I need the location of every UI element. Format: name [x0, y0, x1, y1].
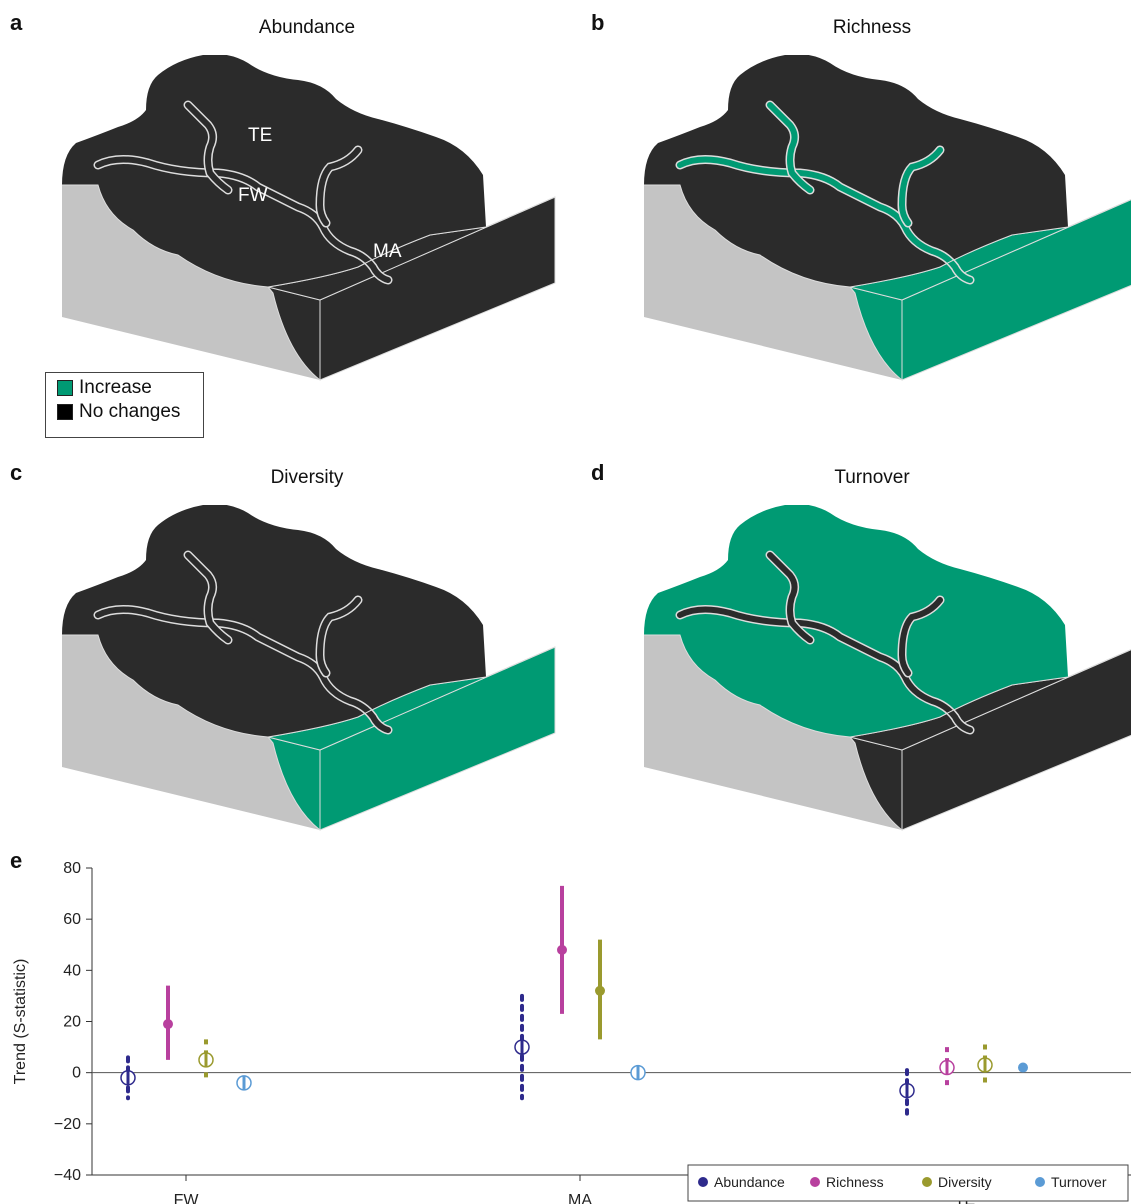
point-richness-fw	[163, 1019, 173, 1030]
landscape-diversity	[62, 505, 556, 832]
legend-no-changes: No changes	[57, 401, 180, 423]
point-turnover-te	[1018, 1062, 1028, 1073]
panel-title-turnover: Turnover	[834, 467, 910, 488]
river-channel-0	[677, 606, 973, 733]
river-channel-1	[185, 102, 231, 193]
x-tick-label-ma: MA	[568, 1192, 592, 1204]
point-richness-ma	[557, 944, 567, 955]
landscape-richness	[644, 55, 1131, 382]
map-label-ma: MA	[373, 241, 402, 262]
y-tick-label: 20	[63, 1014, 81, 1031]
legend-increase-label: Increase	[79, 377, 152, 398]
panel-letter-b: b	[591, 10, 605, 35]
land-surface	[62, 505, 486, 737]
river-channel-2	[316, 147, 361, 226]
cliff-side	[62, 185, 320, 380]
map-legend: Increase No changes	[45, 372, 204, 438]
landscape-abundance: TE FW MA	[62, 55, 556, 382]
map-label-te: TE	[248, 125, 272, 146]
sea-front-face	[266, 736, 321, 832]
legend-no-changes-label: No changes	[79, 401, 181, 422]
chart-legend: Abundance Richness Diversity Turnover	[687, 1164, 1129, 1202]
legend-label-richness: Richness	[826, 1174, 884, 1190]
y-tick-label: −40	[54, 1167, 81, 1184]
y-tick-label: 60	[63, 911, 81, 928]
panel-title-diversity: Diversity	[270, 467, 344, 488]
panel-letter-d: d	[591, 460, 605, 485]
river-channel-1	[767, 102, 813, 193]
panel-letter-c: c	[10, 460, 23, 485]
river-channel-0	[95, 156, 391, 283]
cliff-side	[644, 185, 902, 380]
land-surface	[644, 55, 1068, 287]
sea-front-face	[266, 286, 321, 382]
panel-title-abundance: Abundance	[258, 17, 356, 38]
river-channel-1	[185, 552, 231, 643]
sea-front-face	[848, 736, 903, 832]
river-channel-2	[898, 597, 943, 676]
river-channel-1	[767, 552, 813, 643]
river-channel-2	[316, 597, 361, 676]
cliff-side	[644, 635, 902, 830]
legend-increase: Increase	[57, 377, 152, 399]
land-surface	[62, 55, 486, 287]
panel-title-richness: Richness	[832, 17, 912, 38]
coast-outline	[62, 634, 487, 738]
coast-outline	[62, 184, 487, 288]
y-tick-label: 80	[63, 860, 81, 877]
chart-legend-box	[687, 1164, 1129, 1202]
river-channel-0	[95, 606, 391, 733]
legend-marker-diversity	[922, 1177, 932, 1187]
panel-letter-a: a	[10, 10, 23, 35]
legend-marker-richness	[810, 1177, 820, 1187]
y-axis-label: Trend (S-statistic)	[12, 959, 29, 1085]
legend-marker-abundance	[698, 1177, 708, 1187]
panel-letter-e: e	[10, 848, 23, 873]
coast-outline	[644, 634, 1069, 738]
no-changes-swatch	[57, 404, 73, 420]
y-tick-label: 40	[63, 962, 81, 979]
y-tick-label: −20	[54, 1116, 81, 1133]
legend-label-diversity: Diversity	[938, 1174, 992, 1190]
legend-marker-turnover	[1035, 1177, 1045, 1187]
landscape-turnover	[644, 505, 1131, 832]
point-diversity-ma	[595, 985, 605, 996]
coast-outline	[644, 184, 1069, 288]
x-tick-label-fw: FW	[174, 1192, 200, 1204]
y-tick-label: 0	[72, 1065, 81, 1082]
cliff-side	[62, 635, 320, 830]
river-channel-2	[898, 147, 943, 226]
land-surface	[644, 505, 1068, 737]
map-label-fw: FW	[238, 185, 268, 206]
river-channel-0	[677, 156, 973, 283]
increase-swatch	[57, 380, 73, 396]
legend-label-turnover: Turnover	[1051, 1174, 1107, 1190]
sea-front-face	[848, 286, 903, 382]
legend-label-abundance: Abundance	[714, 1174, 785, 1190]
